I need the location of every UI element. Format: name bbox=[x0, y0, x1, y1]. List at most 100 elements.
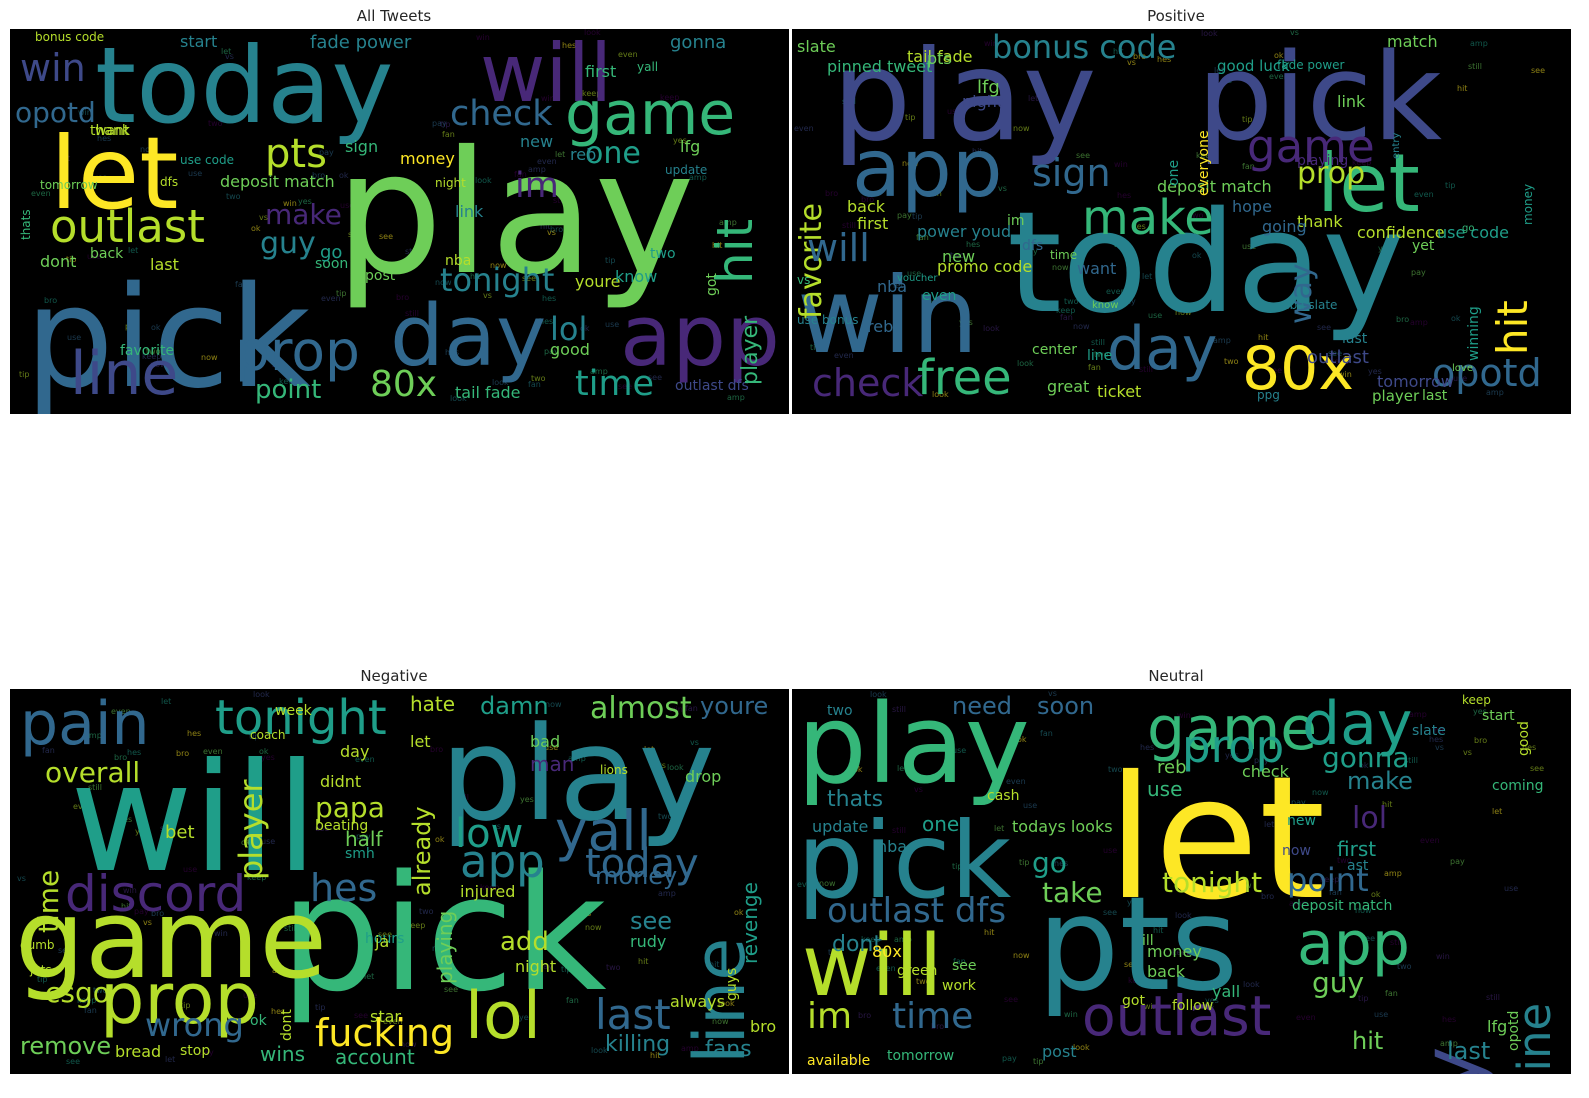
wordcloud-filler-word: ok bbox=[339, 171, 349, 180]
wordcloud-word: new bbox=[942, 247, 976, 266]
wordcloud-filler-word: even bbox=[321, 294, 341, 303]
wordcloud-word: outlast bbox=[1307, 347, 1369, 368]
wordcloud-word: ppg bbox=[1257, 388, 1280, 402]
wordcloud-filler-word: two bbox=[531, 374, 546, 383]
wordcloud-filler-word: win bbox=[476, 33, 490, 42]
wordcloud-filler-word: ok bbox=[251, 224, 261, 233]
wordcloud-word: youre bbox=[575, 272, 621, 291]
wordcloud-word: man bbox=[530, 752, 575, 776]
wordcloud-filler-word: vs bbox=[1290, 29, 1299, 37]
wordcloud-word: start bbox=[1482, 708, 1515, 724]
wordcloud-filler-word: bro bbox=[114, 753, 128, 762]
wordcloud-word: wrong bbox=[145, 1006, 244, 1044]
wordcloud-word: day bbox=[390, 287, 547, 386]
wordcloud-filler-word: win bbox=[1177, 711, 1191, 720]
wordcloud-filler-word: even bbox=[111, 707, 131, 716]
wordcloud-filler-word: hit bbox=[712, 241, 723, 250]
wordcloud-filler-word: ok bbox=[1451, 314, 1461, 323]
wordcloud-filler-word: see bbox=[354, 1011, 369, 1020]
wordcloud-word: prop bbox=[1182, 720, 1285, 773]
wordcloud-filler-word: still bbox=[1468, 62, 1482, 71]
wordcloud-filler-word: vs bbox=[1463, 748, 1472, 757]
wordcloud-all-tweets: use hes now see vs amp tip two even still look keep… bbox=[10, 29, 789, 414]
wordcloud-filler-word: see bbox=[1328, 349, 1343, 358]
wordcloud-filler-word: look bbox=[932, 390, 949, 399]
wordcloud-word: entry bbox=[1391, 132, 1402, 159]
wordcloud-word: outlast dfs bbox=[675, 378, 749, 394]
wordcloud-filler-word: hit bbox=[709, 960, 720, 969]
wordcloud-filler-word: amp bbox=[1409, 710, 1427, 719]
wordcloud-word: let bbox=[410, 732, 431, 751]
wordcloud-word: will bbox=[807, 226, 870, 270]
wordcloud-filler-word: fan bbox=[1329, 888, 1342, 897]
wordcloud-filler-word: fan bbox=[442, 130, 455, 139]
wordcloud-filler-word: hes bbox=[1157, 55, 1172, 64]
wordcloud-word: 80x bbox=[1242, 334, 1354, 404]
wordcloud-filler-word: pay bbox=[1450, 857, 1465, 866]
wordcloud-filler-word: now bbox=[712, 1017, 729, 1026]
wordcloud-filler-word: tip bbox=[1445, 181, 1456, 190]
wordcloud-filler-word: now bbox=[1013, 951, 1030, 960]
wordcloud-filler-word: let bbox=[128, 246, 139, 255]
wordcloud-word: always bbox=[670, 992, 725, 1011]
wordcloud-filler-word: pay bbox=[544, 347, 559, 356]
wordcloud-filler-word: still bbox=[1404, 756, 1418, 765]
wordcloud-filler-word: hit bbox=[1153, 926, 1164, 935]
wordcloud-word: cash bbox=[987, 788, 1020, 804]
wordcloud-word: got bbox=[1122, 993, 1145, 1009]
wordcloud-filler-word: even bbox=[1414, 190, 1434, 199]
wordcloud-word: match bbox=[1387, 32, 1438, 51]
wordcloud-word: remove bbox=[20, 1032, 112, 1060]
wordcloud-filler-word: fan bbox=[42, 746, 55, 755]
wordcloud-word: today bbox=[585, 841, 699, 887]
wordcloud-word: deposit match bbox=[220, 172, 335, 191]
wordcloud-filler-word: amp bbox=[727, 393, 745, 402]
wordcloud-filler-word: keep bbox=[1330, 357, 1350, 366]
wordcloud-word: point bbox=[1287, 861, 1369, 899]
wordcloud-filler-word: amp bbox=[719, 218, 737, 227]
wordcloud-word: prop bbox=[100, 958, 259, 1040]
wordcloud-filler-word: hit bbox=[1434, 726, 1445, 735]
wordcloud-word: day bbox=[1302, 689, 1413, 759]
wordcloud-word: nba bbox=[445, 253, 472, 269]
wordcloud-filler-word: pay bbox=[1411, 268, 1426, 277]
wordcloud-word: game bbox=[15, 875, 328, 1003]
wordcloud-filler-word: now bbox=[435, 278, 452, 287]
wordcloud-word: power youd bbox=[917, 222, 1012, 241]
wordcloud-filler-word: now bbox=[1175, 308, 1192, 317]
wordcloud-filler-word: even bbox=[31, 189, 51, 198]
wordcloud-word: tail fade bbox=[455, 383, 521, 402]
wordcloud-filler-word: use bbox=[947, 107, 962, 116]
wordcloud-filler-word: hit bbox=[650, 1051, 661, 1060]
wordcloud-word: time bbox=[1050, 248, 1078, 262]
wordcloud-filler-word: let bbox=[1142, 272, 1153, 281]
wordcloud-filler-word: look bbox=[253, 690, 270, 699]
wordcloud-filler-word: fan bbox=[1385, 989, 1398, 998]
wordcloud-filler-word: bro bbox=[550, 225, 564, 234]
wordcloud-filler-word: yes bbox=[959, 318, 973, 327]
wordcloud-word: account bbox=[335, 1045, 415, 1069]
wordcloud-word: take bbox=[1042, 876, 1103, 909]
wordcloud-word: play bbox=[797, 689, 1030, 808]
wordcloud-word: hope bbox=[1232, 197, 1272, 216]
wordcloud-positive: use hes now see vs amp tip two even still look keep… bbox=[792, 29, 1571, 414]
wordcloud-word: money bbox=[400, 149, 455, 168]
wordcloud-filler-word: keep bbox=[1352, 158, 1372, 167]
wordcloud-filler-word: ok bbox=[151, 323, 161, 332]
wordcloud-filler-word: keep bbox=[861, 935, 881, 944]
wordcloud-word: lions bbox=[600, 763, 628, 777]
wordcloud-word: bad bbox=[530, 732, 561, 751]
wordcloud-word: link bbox=[1337, 92, 1366, 111]
wordcloud-word: yall bbox=[637, 60, 659, 74]
wordcloud-filler-word: vs bbox=[1048, 689, 1057, 698]
wordcloud-filler-word: vs bbox=[170, 319, 179, 328]
wordcloud-filler-word: still bbox=[553, 196, 567, 205]
wordcloud-filler-word: keep bbox=[279, 377, 299, 386]
wordcloud-word: ast bbox=[1347, 858, 1369, 874]
wordcloud-word: tonight bbox=[440, 261, 555, 299]
wordcloud-filler-word: even bbox=[381, 261, 401, 270]
wordcloud-word: know bbox=[615, 267, 658, 286]
wordcloud-filler-word: amp bbox=[689, 173, 707, 182]
wordcloud-filler-word: win bbox=[1114, 160, 1128, 169]
wordcloud-word: good bbox=[550, 340, 590, 359]
